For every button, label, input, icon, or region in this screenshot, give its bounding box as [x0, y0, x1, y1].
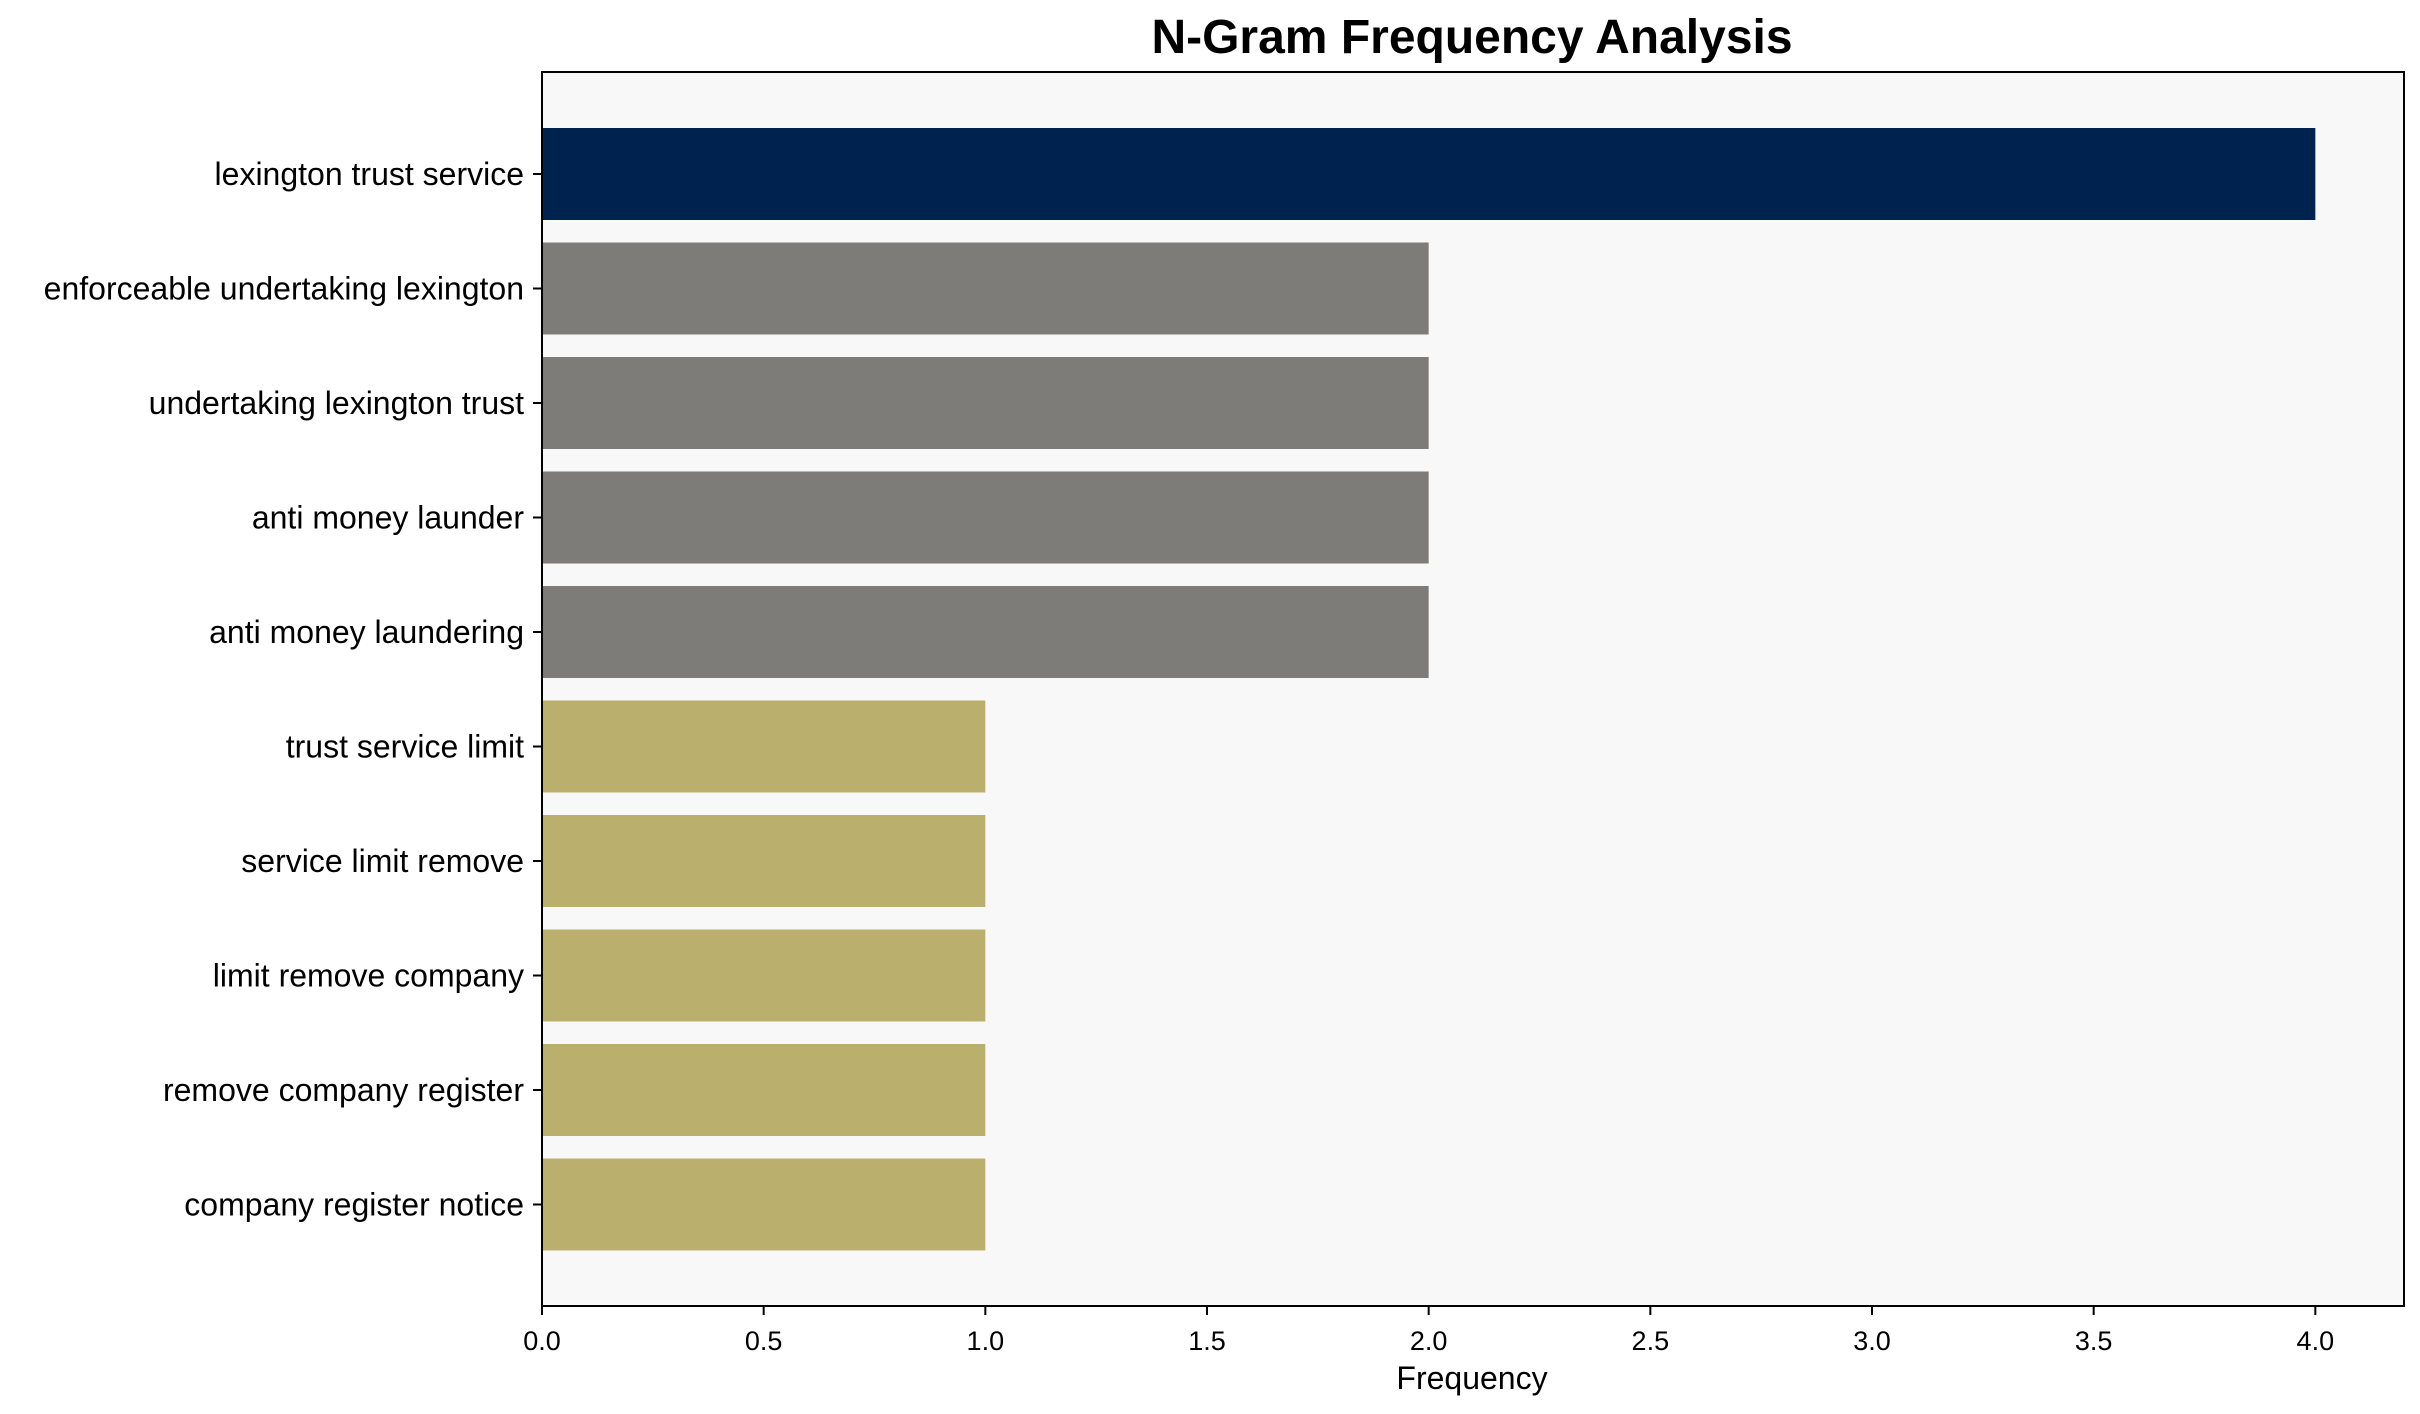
category-label: anti money laundering — [209, 614, 524, 650]
x-axis: 0.0 0.5 1.0 1.5 2.0 2.5 3.0 3.5 4.0 — [523, 1306, 2334, 1356]
x-tick-label: 3.0 — [1853, 1326, 1891, 1356]
x-tick-label: 0.0 — [523, 1326, 561, 1356]
bar — [542, 1044, 986, 1136]
category-label: anti money launder — [252, 500, 525, 536]
bar — [542, 128, 2316, 220]
x-tick-label: 2.5 — [1632, 1326, 1670, 1356]
bar — [542, 700, 986, 793]
bar — [542, 815, 986, 907]
bar — [542, 357, 1429, 449]
x-tick-label: 0.5 — [745, 1326, 783, 1356]
x-axis-label: Frequency — [1396, 1360, 1547, 1396]
plot-frame — [541, 71, 2405, 1307]
x-tick-label: 1.0 — [967, 1326, 1005, 1356]
category-label: undertaking lexington trust — [149, 385, 524, 421]
chart-title: N-Gram Frequency Analysis — [1151, 11, 1792, 64]
x-tick-label: 2.0 — [1410, 1326, 1448, 1356]
category-label: limit remove company — [213, 958, 524, 994]
category-label: company register notice — [184, 1187, 524, 1223]
bar — [542, 242, 1429, 335]
x-tick-label: 1.5 — [1188, 1326, 1226, 1356]
category-label: service limit remove — [241, 843, 524, 879]
bar — [542, 586, 1429, 678]
bar — [542, 471, 1429, 564]
category-label: remove company register — [163, 1072, 524, 1108]
category-label: lexington trust service — [215, 156, 524, 192]
x-tick-label: 4.0 — [2297, 1326, 2335, 1356]
bars — [542, 128, 2316, 1251]
category-label: enforceable undertaking lexington — [44, 271, 524, 307]
y-axis: lexington trust service enforceable under… — [44, 156, 542, 1223]
bar — [542, 929, 986, 1022]
bar — [542, 1158, 986, 1251]
category-label: trust service limit — [286, 729, 524, 765]
x-tick-label: 3.5 — [2075, 1326, 2113, 1356]
